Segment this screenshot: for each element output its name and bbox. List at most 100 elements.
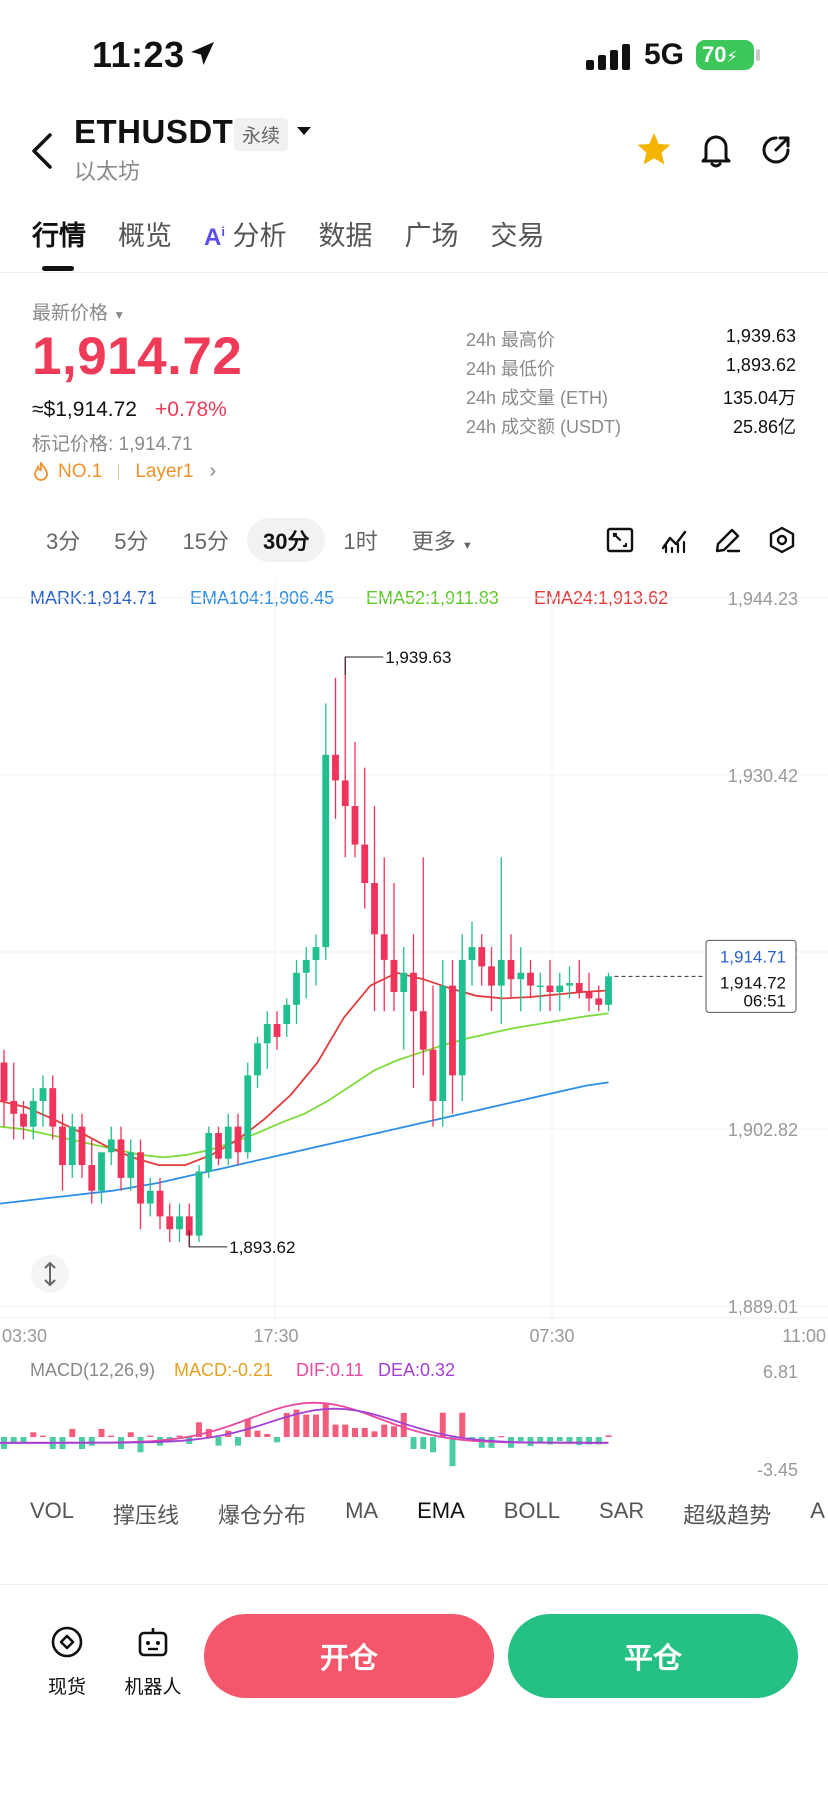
candle-body [98, 1152, 105, 1191]
macd-legend-macd: MACD:-0.21 [174, 1360, 274, 1380]
candle-body [195, 1171, 203, 1236]
favorite-star-icon[interactable] [636, 132, 672, 166]
bell-icon[interactable] [700, 132, 732, 168]
y-tick-label: 1,930.42 [728, 766, 798, 786]
status-time: 11:23 [92, 34, 185, 75]
macd-bar [176, 1435, 183, 1438]
stat-value: 135.04万 [722, 388, 796, 408]
macd-bar [352, 1427, 358, 1438]
indicator-vol[interactable]: VOL [30, 1498, 75, 1523]
draw-pen-icon[interactable] [714, 526, 742, 554]
indicator-tabs: VOL 撑压线 爆仓分布 MA EMA BOLL SAR 超级趋势 A [30, 1498, 828, 1530]
stat-value: 1,893.62 [725, 355, 796, 375]
candle-body [283, 1004, 291, 1025]
macd-bar [556, 1437, 563, 1442]
share-icon[interactable] [760, 134, 792, 166]
robot-button[interactable]: 机器人 [116, 1624, 190, 1699]
candle-body [458, 959, 466, 1076]
candle-body [20, 1113, 27, 1127]
interval-1h[interactable]: 1时 [343, 529, 378, 554]
contract-type-badge[interactable]: 永续 [234, 118, 289, 151]
robot-icon [138, 1628, 168, 1657]
candle-body [88, 1165, 96, 1191]
x-tick-label: 17:30 [253, 1326, 298, 1346]
interval-selector: 3分 5分 15分 30分 1时 更多 ▼ [30, 518, 491, 562]
battery-icon: 70⚡ [696, 40, 754, 70]
battery-tip [756, 49, 760, 61]
candle-body [166, 1216, 174, 1230]
candle-body [215, 1133, 222, 1159]
close-position-button[interactable]: 平仓 [508, 1614, 798, 1698]
price-chart[interactable]: 1,944.231,930.421,916.621,902.821,889.01… [0, 580, 828, 1480]
indicator-ema[interactable]: EMA [417, 1498, 465, 1523]
macd-bar [322, 1403, 329, 1438]
last-price-label[interactable]: 最新价格 ▼ [32, 298, 125, 325]
interval-3m[interactable]: 3分 [46, 529, 81, 554]
candle-body [68, 1126, 76, 1166]
macd-bar [566, 1437, 573, 1443]
macd-bar [88, 1437, 95, 1446]
open-position-button[interactable]: 开仓 [204, 1614, 494, 1698]
rank-number: NO.1 [58, 460, 103, 482]
candle-body [566, 983, 573, 986]
candle-body [244, 1075, 252, 1153]
interval-30m[interactable]: 30分 [246, 518, 326, 562]
stats-panel: 24h 最高价 1,939.63 24h 最低价 1,893.62 24h 成交量 … [466, 326, 796, 442]
indicator-icon[interactable] [660, 526, 688, 554]
caret-down-icon[interactable] [296, 126, 312, 136]
spot-label: 现货 [47, 1677, 86, 1698]
fullscreen-icon[interactable] [606, 526, 634, 554]
x-tick-label: 07:30 [529, 1326, 574, 1346]
indicator-boll[interactable]: BOLL [503, 1498, 561, 1523]
rank-row[interactable]: NO.1 Layer1 › [32, 460, 216, 483]
candle-body [380, 934, 388, 960]
macd-bar [127, 1432, 134, 1438]
tab-analysis[interactable]: Ai 分析 [204, 214, 286, 253]
candle-body [263, 1024, 271, 1044]
indicator-sar[interactable]: SAR [599, 1498, 645, 1523]
back-arrow-icon[interactable] [30, 132, 54, 170]
interval-more[interactable]: 更多 ▼ [396, 518, 489, 562]
macd-bar [69, 1428, 76, 1438]
candle-body [449, 985, 456, 1076]
interval-5m[interactable]: 5分 [114, 529, 149, 554]
indicator-more[interactable]: A [810, 1498, 825, 1523]
candle-body [156, 1190, 164, 1217]
stat-row: 24h 成交量 (ETH) 135.04万 [466, 384, 796, 413]
last-price-label-text: 最新价格 [32, 303, 109, 324]
x-tick-label: 03:30 [2, 1326, 47, 1346]
tab-square[interactable]: 广场 [404, 221, 459, 251]
macd-bar [381, 1424, 388, 1438]
tab-market[interactable]: 行情 [32, 221, 86, 251]
tab-data[interactable]: 数据 [318, 221, 373, 251]
battery-level: 70 [702, 42, 727, 67]
macd-bar [586, 1437, 592, 1445]
spot-button[interactable]: 现货 [30, 1624, 104, 1699]
candle-body [0, 1062, 8, 1101]
high-price-label: 1,939.63 [385, 648, 451, 667]
tab-overview[interactable]: 概览 [118, 221, 172, 251]
candle-body [302, 959, 310, 973]
candle-body [176, 1216, 183, 1230]
macd-bar [547, 1437, 553, 1445]
stat-value: 1,939.63 [725, 326, 796, 346]
x-tick-label: 11:00 [782, 1326, 826, 1346]
indicator-support-resistance[interactable]: 撑压线 [113, 1503, 180, 1528]
macd-legend-name: MACD(12,26,9) [30, 1360, 156, 1380]
price-usd: ≈$1,914.72 [32, 398, 137, 421]
stat-label: 24h 最高价 [466, 330, 556, 350]
tab-trade[interactable]: 交易 [490, 221, 545, 251]
indicator-ma[interactable]: MA [345, 1498, 379, 1523]
candle-body [585, 992, 593, 999]
macd-bar [303, 1414, 310, 1438]
stat-row: 24h 最低价 1,893.62 [466, 355, 796, 384]
indicator-liquidation[interactable]: 爆仓分布 [218, 1503, 307, 1528]
interval-15m[interactable]: 15分 [182, 529, 229, 554]
macd-bar [147, 1435, 154, 1438]
candle-body [185, 1216, 193, 1236]
macd-bar [137, 1437, 144, 1453]
indicator-supertrend[interactable]: 超级趋势 [683, 1503, 772, 1528]
settings-hex-icon[interactable] [768, 526, 796, 554]
macd-bar [10, 1437, 17, 1443]
symbol-title[interactable]: ETHUSDT [74, 113, 234, 150]
